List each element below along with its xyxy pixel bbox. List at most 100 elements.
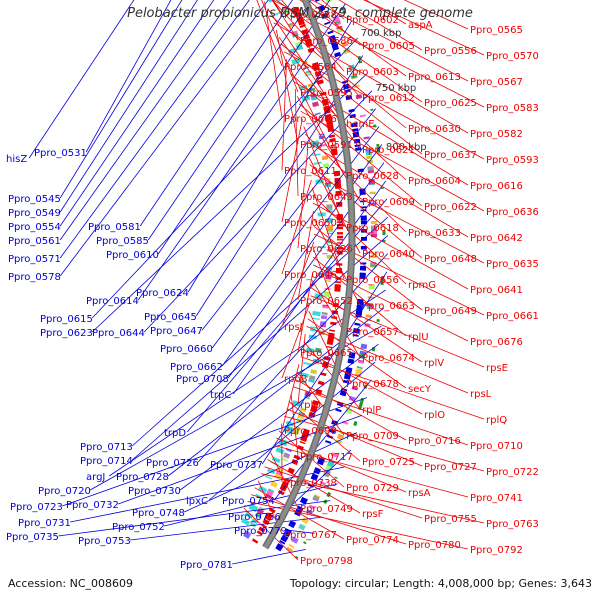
forward-cds-feature (345, 366, 353, 373)
cog-feature (288, 543, 295, 549)
gc-marker (373, 124, 377, 128)
cog-feature (308, 375, 316, 380)
gene-label-reverse: Ppro_0717 (300, 452, 353, 463)
gene-label-reverse: hemE (346, 119, 375, 130)
cog-feature (243, 532, 251, 539)
gene-label-reverse: Ppro_0603 (346, 67, 399, 78)
label-connector (208, 361, 376, 501)
gene-label-reverse: Ppro_0584 (284, 62, 337, 73)
gene-label-reverse: rpsL (470, 389, 492, 400)
gene-label-reverse: Ppro_0621 (362, 145, 415, 156)
cog-feature (277, 467, 284, 472)
label-connector (227, 162, 385, 379)
label-connector (62, 397, 368, 507)
reverse-cds-feature (299, 440, 306, 445)
label-connector (310, 171, 485, 264)
label-connector (296, 371, 345, 436)
gc-marker (376, 147, 381, 153)
label-connector-layer (28, 0, 485, 565)
label-connector (307, 0, 361, 46)
label-connector (403, 0, 469, 30)
reverse-cds-feature (310, 404, 318, 411)
gene-label-reverse: Ppro_0727 (424, 462, 477, 473)
gene-label-reverse: Ppro_0729 (346, 483, 399, 494)
forward-cds-feature (324, 21, 331, 26)
backbone-ring (263, 0, 354, 549)
gene-label-reverse: Ppro_0616 (470, 181, 523, 192)
gene-label-reverse: Ppro_0741 (470, 493, 523, 504)
label-connector (281, 303, 311, 379)
gene-label-reverse: Ppro_0792 (470, 545, 523, 556)
gene-label-reverse: Ppro_0635 (486, 259, 539, 270)
label-connector (281, 179, 312, 275)
rna-feature (266, 468, 276, 475)
label-connector (288, 401, 361, 462)
reverse-cds-feature (251, 538, 259, 544)
gene-label-forward: Ppro_0644 (92, 328, 145, 339)
gene-label-reverse: Ppro_0565 (470, 25, 523, 36)
gene-label-reverse: Ppro_0725 (362, 457, 415, 468)
cog-feature (308, 378, 315, 384)
rna-feature (244, 511, 254, 519)
label-connector (297, 149, 309, 249)
map-title: Pelobacter propionicus DSM 2379, complet… (127, 6, 473, 21)
forward-cds-feature (353, 327, 360, 334)
cog-feature (325, 0, 333, 3)
cog-feature (259, 506, 265, 511)
gene-label-reverse: rpsF (362, 509, 384, 520)
gc-marker (358, 60, 363, 64)
cog-feature (308, 87, 316, 92)
label-connector (59, 0, 183, 199)
forward-cds-feature (328, 429, 336, 434)
label-connector (306, 326, 469, 394)
gene-label-reverse: Ppro_0716 (408, 436, 461, 447)
cog-feature (355, 94, 363, 100)
label-connector (143, 90, 373, 333)
gene-label-reverse: Ppro_0678 (346, 379, 399, 390)
label-connector (271, 0, 299, 41)
gene-label-reverse: rpoB (284, 374, 308, 385)
genome-summary-text: Topology: circular; Length: 4,008,000 bp… (289, 577, 592, 590)
gene-label-reverse: Ppro_0595 (300, 88, 353, 99)
label-connector (197, 253, 388, 463)
gene-label-reverse: Ppro_0749 (300, 504, 353, 515)
gene-label-forward: Ppro_0781 (180, 560, 233, 571)
label-connector (276, 437, 407, 493)
label-connector (299, 0, 407, 77)
gene-label-reverse: Ppro_0722 (486, 467, 539, 478)
cog-feature (270, 481, 278, 488)
label-connector (59, 0, 269, 277)
gene-label-forward: Ppro_0737 (210, 460, 263, 471)
label-connector (130, 516, 323, 541)
rna-feature (241, 518, 251, 526)
gene-label-forward: Ppro_0647 (150, 326, 203, 337)
reverse-cds-feature (312, 399, 320, 407)
cog-feature (310, 369, 318, 375)
gc-marker (353, 420, 358, 426)
cog-feature (310, 96, 318, 101)
forward-cds-feature (300, 497, 308, 505)
label-connector (293, 386, 469, 446)
gene-label-forward: Ppro_0531 (34, 148, 87, 159)
cog-feature (298, 523, 306, 531)
gene-label-forward: Ppro_0731 (18, 518, 71, 529)
gene-label-forward: Ppro_0610 (106, 250, 159, 261)
gene-label-reverse: Ppro_0602 (346, 15, 399, 26)
cog-feature (360, 343, 368, 350)
label-connector (147, 0, 312, 241)
forward-cds-feature (311, 473, 319, 480)
label-connector (271, 0, 485, 108)
gene-label-reverse: rpsJ (284, 322, 303, 333)
cog-feature (308, 504, 316, 510)
cog-feature (299, 407, 307, 412)
cog-feature (312, 495, 320, 501)
gene-label-forward: Ppro_0726 (146, 458, 199, 469)
forward-cds-feature (325, 440, 332, 444)
forward-cds-feature (288, 523, 295, 529)
reverse-cds-feature (317, 380, 325, 386)
reverse-cds-feature (277, 489, 285, 496)
forward-cds-feature (332, 47, 339, 51)
gc-marker (323, 499, 328, 505)
gene-label-reverse: Ppro_0646 (284, 270, 337, 281)
